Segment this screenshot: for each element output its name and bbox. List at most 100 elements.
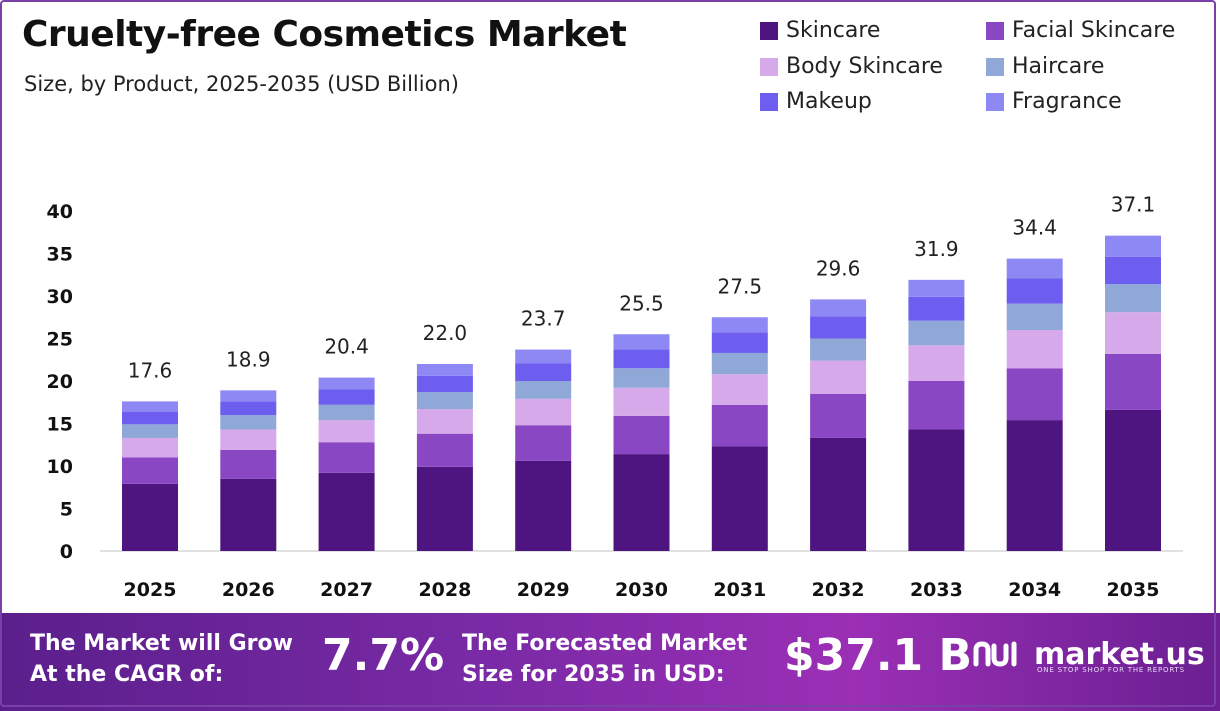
legend-label-fragrance: Fragrance [1012,89,1122,114]
bar-segment-facial-skincare [220,449,277,479]
x-tick-label: 2034 [1008,579,1061,601]
y-tick-label: 35 [47,244,73,266]
bar-segment-facial-skincare [908,381,965,430]
bar-segment-makeup [220,401,277,415]
bar-segment-body-skincare [220,429,277,450]
bar-segment-facial-skincare [810,393,867,438]
bar-segment-fragrance [711,317,768,333]
bar-segment-fragrance [220,390,277,402]
bar-segment-fragrance [908,279,965,297]
bar-segment-skincare [318,472,375,551]
bar-segment-skincare [515,460,572,551]
bar-segment-haircare [908,320,965,346]
bar-total-label: 29.6 [816,256,861,280]
x-tick-label: 2031 [713,579,766,601]
chart-title: Cruelty-free Cosmetics Market [22,14,627,55]
legend-swatch-skincare [760,21,778,40]
bar-segment-facial-skincare [122,457,178,484]
cagr-label-line2: At the CAGR of: [30,662,224,687]
brand-tagline: ONE STOP SHOP FOR THE REPORTS [1037,666,1185,674]
bar-segment-body-skincare [515,398,572,426]
x-tick-label: 2030 [615,579,668,601]
bar-segment-makeup [613,349,670,369]
legend-item-facial-skincare: Facial Skincare [986,18,1175,43]
bar-segment-makeup [416,375,473,393]
bar-segment-fragrance [318,377,375,390]
y-tick-label: 30 [47,286,73,308]
legend-label-facial-skincare: Facial Skincare [1012,18,1176,43]
cagr-label-line1: The Market will Grow [30,631,293,656]
x-tick-label: 2027 [320,579,373,601]
bar-segment-fragrance [416,364,473,376]
y-tick-label: 15 [47,414,73,436]
bar-segment-haircare [515,381,572,399]
stacked-bar-chart: 051015202530354017.6202518.9202620.42027… [47,193,1183,601]
legend-item-fragrance: Fragrance [986,89,1122,114]
bar-segment-makeup [908,296,965,321]
bar-segment-haircare [220,415,277,430]
bar-segment-haircare [122,424,178,438]
bar-segment-body-skincare [122,437,178,458]
legend-label-haircare: Haircare [1012,54,1105,79]
cagr-label: The Market will Grow At the CAGR of: [30,628,293,690]
bar-segment-body-skincare [908,345,965,381]
bar-segment-makeup [1105,256,1161,285]
bar-segment-skincare [1006,420,1063,551]
chart-subtitle: Size, by Product, 2025-2035 (USD Billion… [24,72,459,96]
bar-segment-fragrance [515,349,572,364]
bar-segment-facial-skincare [1006,368,1063,421]
bar-segment-body-skincare [810,360,867,394]
bar-segment-haircare [1006,303,1063,330]
bar-total-label: 20.4 [324,335,369,359]
legend-label-skincare: Skincare [786,18,881,43]
bar-segment-skincare [613,454,670,551]
bar-total-label: 31.9 [914,237,959,261]
market-us-logo-icon [973,641,1017,667]
bar-segment-makeup [122,411,178,425]
bar-segment-facial-skincare [613,415,670,455]
bar-segment-haircare [1105,284,1161,313]
bar-segment-facial-skincare [416,433,473,467]
x-tick-label: 2033 [910,579,963,601]
bar-segment-body-skincare [711,374,768,405]
legend-swatch-body-skincare [760,57,778,76]
bar-segment-facial-skincare [711,404,768,447]
bar-segment-haircare [711,352,768,375]
bar-segment-facial-skincare [318,442,375,473]
bar-segment-facial-skincare [515,425,572,461]
bar-segment-skincare [416,466,473,551]
bar-segment-makeup [810,316,867,339]
forecast-label-line1: The Forecasted Market [462,631,748,656]
legend-item-haircare: Haircare [986,54,1104,79]
bar-total-label: 17.6 [128,358,173,382]
bar-total-label: 23.7 [521,307,566,331]
legend-label-makeup: Makeup [786,89,872,114]
bar-segment-makeup [318,389,375,405]
brand-name: market.us [1034,637,1205,672]
bar-segment-haircare [810,338,867,361]
bar-total-label: 25.5 [619,291,664,315]
y-tick-label: 20 [47,371,73,393]
x-tick-label: 2025 [124,579,177,601]
x-tick-label: 2029 [517,579,570,601]
bar-segment-fragrance [1105,235,1161,257]
legend-swatch-facial-skincare [986,21,1004,40]
legend-swatch-makeup [760,92,778,111]
summary-band [0,613,1220,711]
bar-segment-skincare [220,478,277,551]
x-tick-label: 2032 [812,579,865,601]
brand-logo: market.us [972,638,1205,672]
legend-item-skincare: Skincare [760,18,880,43]
bar-total-label: 22.0 [423,321,468,345]
legend-swatch-haircare [986,57,1004,76]
forecast-value: $37.1 B [784,630,973,681]
bar-segment-fragrance [810,299,867,317]
bar-segment-body-skincare [416,409,473,434]
x-tick-label: 2028 [418,579,471,601]
bar-segment-haircare [613,368,670,388]
x-tick-label: 2026 [222,579,275,601]
bar-total-label: 18.9 [226,347,271,371]
bar-segment-fragrance [122,401,178,412]
bar-segment-body-skincare [1105,312,1161,354]
forecast-label: The Forecasted Market Size for 2035 in U… [462,628,747,690]
